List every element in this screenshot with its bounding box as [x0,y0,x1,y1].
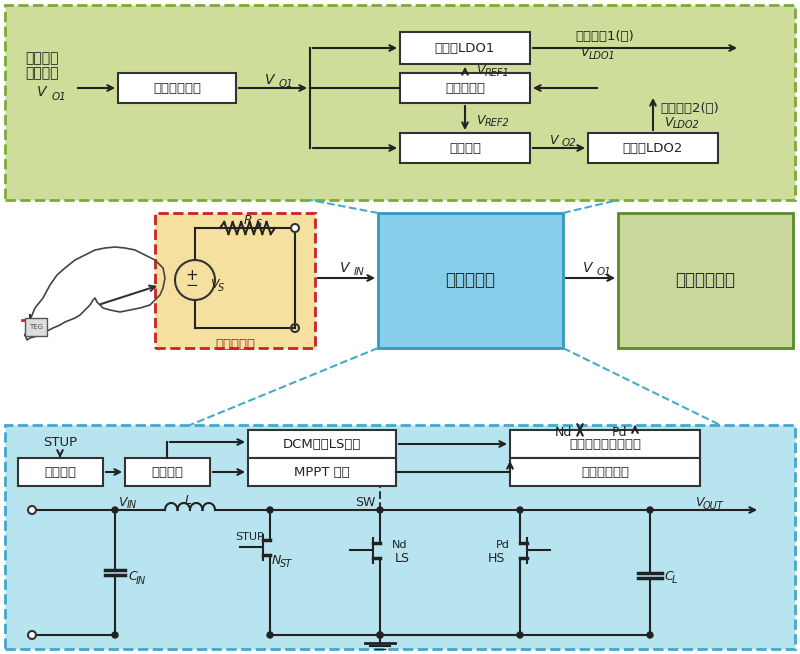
Text: 升压转换器: 升压转换器 [445,271,495,289]
Text: STUP: STUP [43,436,77,449]
Text: V: V [210,277,218,290]
FancyBboxPatch shape [5,425,795,649]
Text: V: V [695,496,703,509]
Text: V: V [38,85,46,99]
FancyBboxPatch shape [378,213,563,348]
Circle shape [112,507,118,513]
Text: S: S [218,283,224,293]
Text: 模式选择: 模式选择 [151,466,183,479]
Circle shape [28,506,36,514]
Text: C: C [664,570,673,583]
Text: 收集输出: 收集输出 [26,66,58,80]
Text: O1: O1 [52,92,66,102]
Text: 热电发电机: 热电发电机 [215,339,255,351]
Text: V: V [340,261,350,275]
Text: TEG: TEG [29,324,43,330]
Text: DCM模式LS控制: DCM模式LS控制 [283,438,361,451]
Text: Pd: Pd [496,540,510,550]
FancyBboxPatch shape [125,458,210,486]
Text: L: L [672,575,678,585]
Text: OUT: OUT [703,501,724,511]
Text: 功率监测电路: 功率监测电路 [153,82,201,94]
Text: SW: SW [354,496,375,509]
Text: IN: IN [354,267,365,277]
Circle shape [377,632,383,638]
Circle shape [28,631,36,639]
FancyBboxPatch shape [18,458,103,486]
Text: STUP: STUP [236,532,264,542]
Text: Nd: Nd [554,426,572,438]
Text: V: V [476,63,485,77]
FancyBboxPatch shape [248,458,396,486]
Text: Pd: Pd [611,426,627,438]
Text: V: V [476,114,485,126]
FancyBboxPatch shape [400,73,530,103]
Text: 热电能量: 热电能量 [26,51,58,65]
Circle shape [647,632,653,638]
Text: REF2: REF2 [485,118,510,128]
Text: O2: O2 [562,138,577,148]
Text: MPPT 电路: MPPT 电路 [294,466,350,479]
Text: Nd: Nd [392,540,407,550]
Text: L: L [185,494,191,508]
Circle shape [267,507,273,513]
FancyBboxPatch shape [510,458,700,486]
Text: REF1: REF1 [485,68,510,78]
FancyBboxPatch shape [118,73,236,103]
Text: LDO2: LDO2 [673,120,700,130]
Text: 逻辑与栅极驱动电路: 逻辑与栅极驱动电路 [569,438,641,451]
Text: V: V [664,116,673,128]
Text: 谷值电流检测: 谷值电流检测 [581,466,629,479]
Circle shape [517,507,523,513]
Text: 功率管理电路: 功率管理电路 [675,271,735,289]
Text: ST: ST [280,559,292,569]
Text: 低噪声LDO2: 低噪声LDO2 [623,141,683,154]
Text: R: R [244,213,252,226]
Circle shape [647,507,653,513]
Text: V: V [266,73,274,87]
Text: LS: LS [395,551,410,564]
FancyBboxPatch shape [400,133,530,163]
FancyBboxPatch shape [588,133,718,163]
Text: V: V [580,46,589,58]
FancyBboxPatch shape [400,32,530,64]
FancyBboxPatch shape [155,213,315,348]
FancyBboxPatch shape [5,5,795,200]
Text: HS: HS [488,551,505,564]
Text: S: S [256,219,262,229]
Text: C: C [128,570,137,583]
Text: 低噪声LDO1: 低噪声LDO1 [435,41,495,54]
Circle shape [267,632,273,638]
Text: N: N [272,553,282,566]
Text: O1: O1 [279,79,294,89]
Text: 电压自举: 电压自举 [449,141,481,154]
Text: V: V [549,133,558,146]
Circle shape [377,507,383,513]
Circle shape [377,632,383,638]
Text: 低压启动: 低压启动 [44,466,76,479]
Text: IN: IN [127,500,137,510]
Text: 低噪声基准: 低噪声基准 [445,82,485,94]
Circle shape [112,632,118,638]
Text: 输出电压1(低): 输出电压1(低) [575,31,634,44]
Text: LDO1: LDO1 [589,51,616,61]
FancyBboxPatch shape [510,430,700,458]
Text: V: V [583,261,593,275]
Text: V: V [118,496,126,509]
FancyBboxPatch shape [618,213,793,348]
Text: IN: IN [136,576,146,586]
Circle shape [291,224,299,232]
Text: O1: O1 [597,267,612,277]
Circle shape [291,224,299,232]
FancyBboxPatch shape [248,430,396,458]
Text: 输出电压2(高): 输出电压2(高) [660,101,718,114]
Text: +: + [186,267,198,283]
Circle shape [517,632,523,638]
FancyBboxPatch shape [25,318,47,336]
Text: −: − [186,277,198,292]
